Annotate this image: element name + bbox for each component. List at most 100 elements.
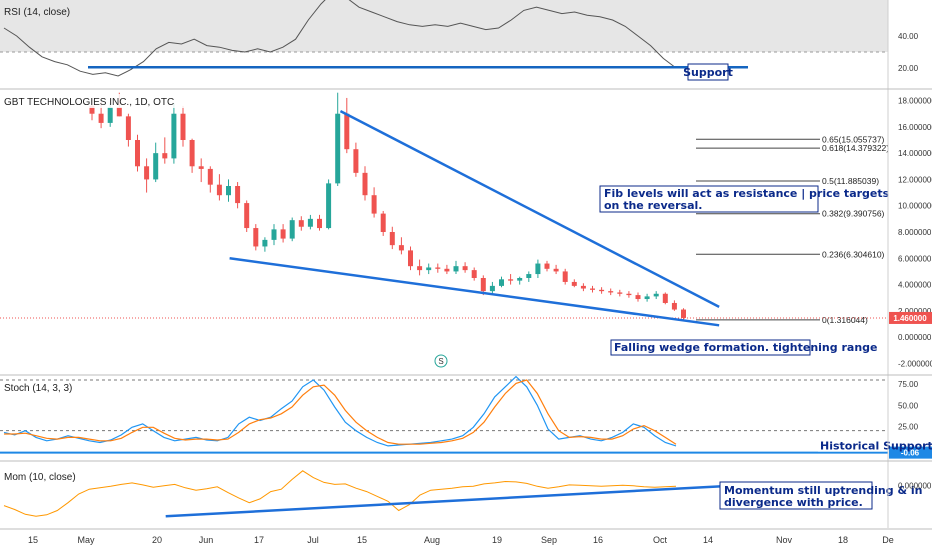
candle-body — [471, 270, 477, 278]
x-tick-label: Jul — [307, 535, 319, 545]
candle-body — [626, 293, 632, 296]
x-tick-label: 16 — [593, 535, 603, 545]
candle-body — [380, 213, 386, 232]
candle-body — [144, 166, 150, 180]
candle-body — [499, 279, 504, 286]
candle-body — [599, 289, 605, 292]
fib-level-label: 0.382(9.390756) — [822, 209, 885, 219]
candle-body — [435, 267, 441, 269]
x-tick-label: 18 — [838, 535, 848, 545]
price-tick-label: 4.000000 — [898, 281, 932, 290]
candle-body — [116, 107, 122, 117]
x-tick-label: 17 — [254, 535, 264, 545]
momentum-note-box — [719, 481, 873, 510]
momentum-note-line2: divergence with price. — [724, 496, 863, 509]
candle-body — [571, 281, 577, 286]
rsi-support-label: Support — [683, 66, 733, 79]
stoch-tick-label: 50.00 — [898, 401, 919, 410]
last-price-badge — [889, 311, 932, 324]
stoch-support-badge — [889, 446, 932, 459]
momentum-tick-label: 0.000000 — [898, 481, 932, 490]
wedge-lower-line — [229, 257, 720, 327]
candle-body — [307, 218, 313, 227]
stoch-support-badge-label: -0.06 — [901, 449, 920, 458]
price-title-bg — [2, 94, 192, 108]
candle-body — [671, 302, 677, 310]
momentum-note-line1: Momentum still uptrending & in — [724, 484, 922, 497]
candle-body — [644, 296, 650, 300]
candle-body — [98, 113, 104, 123]
price-tick-label: 0.000000 — [898, 333, 932, 342]
rsi-support-box — [687, 63, 729, 81]
candle-body — [362, 172, 368, 196]
candle-body — [562, 271, 568, 282]
fib-note-line1: Fib levels will act as resistance | pric… — [604, 187, 890, 200]
candle-body — [125, 116, 131, 140]
candle-body — [426, 267, 432, 271]
candle-body — [408, 250, 413, 267]
candle-body — [389, 232, 395, 246]
candle-body — [553, 268, 559, 272]
candle-body — [298, 220, 304, 227]
candle-body — [480, 278, 486, 292]
candle-body — [517, 278, 523, 281]
stoch-note-bg — [818, 439, 888, 452]
candle-body — [681, 309, 686, 318]
x-tick-label: 14 — [703, 535, 713, 545]
fib-note-box — [599, 185, 819, 213]
momentum-title: Mom (10, close) — [4, 472, 76, 483]
stoch-tick-label: 25.00 — [898, 422, 919, 431]
momentum-pane: Momentum still uptrending & indivergence… — [3, 470, 932, 518]
candle-body — [535, 263, 541, 275]
candle-body — [617, 292, 623, 294]
price-tick-label: 10.000000 — [898, 202, 932, 211]
candle-body — [317, 218, 322, 229]
candle-body — [162, 153, 168, 159]
candle-body — [417, 266, 423, 271]
x-tick-label: Nov — [776, 535, 793, 545]
stoch-support-note: Historical Support — [820, 440, 932, 453]
candle-body — [216, 184, 222, 196]
candle-body — [189, 140, 195, 167]
candle-body — [226, 186, 231, 196]
fib-level-label: 0.65(15.055737) — [822, 134, 885, 144]
stoch-k-line — [3, 375, 677, 447]
last-price-value: 1.460000 — [893, 314, 927, 323]
candle-body — [353, 149, 359, 173]
candle-body — [171, 113, 177, 159]
x-tick-label: Sep — [541, 535, 557, 545]
momentum-line — [3, 470, 677, 517]
candle-body — [271, 229, 277, 240]
candle-body — [89, 105, 95, 114]
x-tick-label: De — [882, 535, 894, 545]
candle-body — [235, 186, 241, 204]
price-tick-label: 2.000000 — [898, 307, 932, 316]
candle-body — [207, 168, 213, 185]
rsi-line — [3, 0, 677, 77]
rsi-title: RSI (14, close) — [4, 7, 70, 18]
candle-body — [198, 166, 204, 169]
candle-body — [590, 288, 595, 290]
stoch-tick-label: 75.00 — [898, 380, 919, 389]
fib-level-label: 0.618(14.379322) — [822, 143, 889, 153]
rsi-tick-label: 20.00 — [898, 64, 919, 73]
candle-body — [526, 274, 532, 278]
price-tick-label: 12.000000 — [898, 175, 932, 184]
candle-body — [289, 220, 295, 239]
x-tick-label: May — [77, 535, 95, 545]
fib-level-label: 0.5(11.885039) — [822, 176, 879, 186]
x-tick-label: 15 — [28, 535, 38, 545]
price-tick-label: -2.000000 — [898, 359, 932, 368]
price-tick-label: 6.000000 — [898, 254, 932, 263]
candle-body — [544, 263, 550, 269]
candle-body — [398, 245, 404, 251]
price-tick-label: 14.000000 — [898, 149, 932, 158]
candle-body — [635, 295, 641, 300]
candle-body — [371, 195, 377, 214]
fib-level-label: 0(1.316044) — [822, 315, 868, 325]
price-title: GBT TECHNOLOGIES INC., 1D, OTC — [4, 97, 174, 108]
price-tick-label: 18.000000 — [898, 97, 932, 106]
candle-body — [326, 183, 332, 229]
